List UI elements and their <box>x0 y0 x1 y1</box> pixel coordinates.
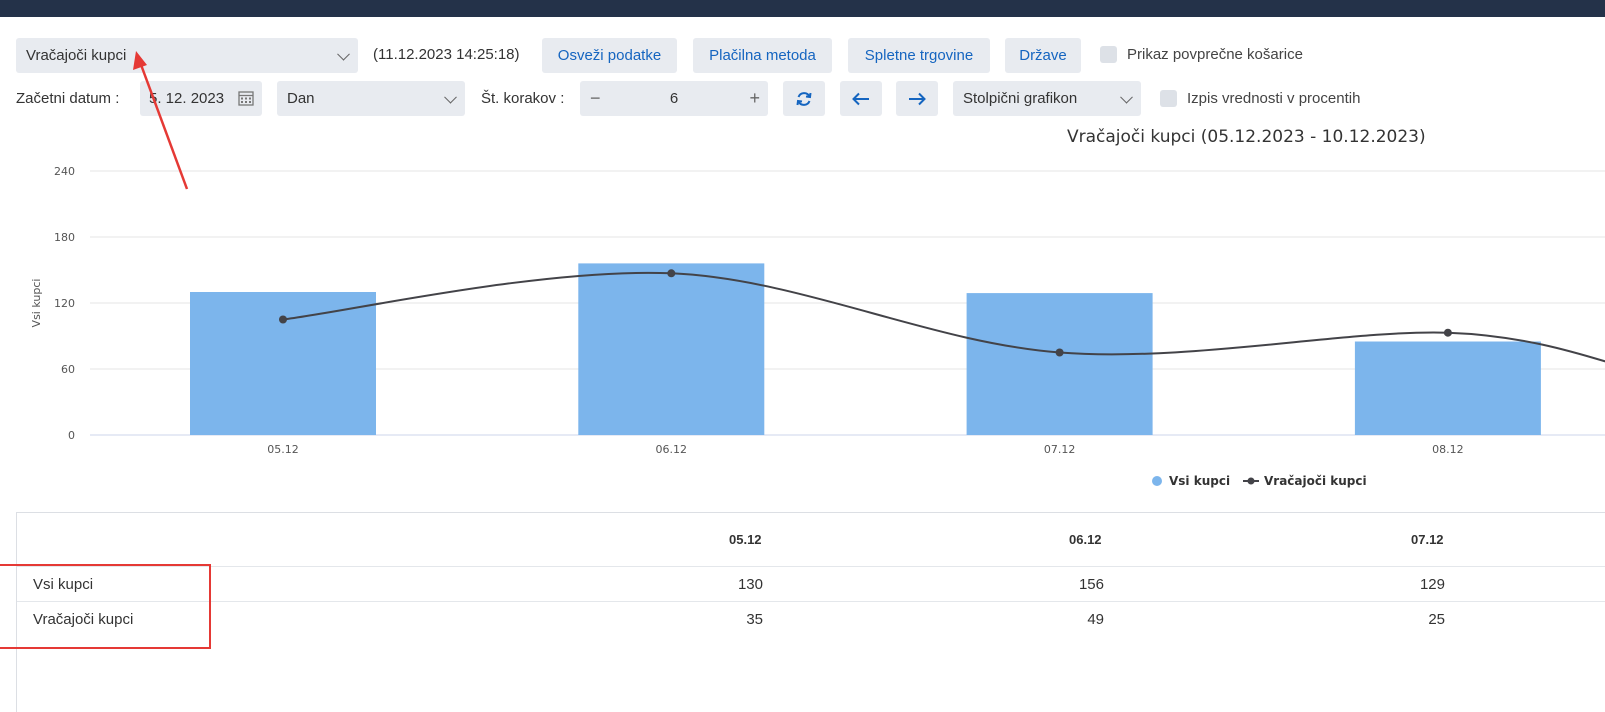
x-tick-label: 06.12 <box>656 443 688 456</box>
arrow-left-icon <box>852 92 869 105</box>
percent-values-label: Izpis vrednosti v procentih <box>1187 90 1361 107</box>
y-tick-label: 240 <box>54 165 75 178</box>
plus-icon[interactable]: + <box>749 88 760 108</box>
avg-basket-label: Prikaz povprečne košarice <box>1127 46 1303 63</box>
previous-period-button[interactable] <box>840 81 882 116</box>
payment-method-button[interactable]: Plačilna metoda <box>693 38 832 73</box>
bar[interactable] <box>1354 341 1541 436</box>
series-line <box>282 271 1605 363</box>
avg-basket-checkbox[interactable]: Prikaz povprečne košarice <box>1100 46 1303 63</box>
refresh-icon <box>796 91 812 106</box>
table-header: 05.12 <box>729 532 762 547</box>
steps-label: Št. korakov : <box>481 90 565 107</box>
report-select-value: Vračajoči kupci <box>26 47 127 64</box>
y-tick-label: 60 <box>61 363 75 376</box>
legend-bar-marker <box>1152 476 1162 486</box>
steps-stepper[interactable]: − 6 + <box>580 81 768 116</box>
row-divider <box>17 566 1605 567</box>
table-cell: 49 <box>1087 611 1104 628</box>
table-cell: 156 <box>1078 576 1104 593</box>
chart-type-select[interactable]: Stolpični grafikon <box>953 81 1141 116</box>
bar-line-chart: 0 60 120 180 240 05.12 06.12 07.12 08.12 Vsi kup… <box>30 165 1605 488</box>
table-row-label: Vračajoči kupci <box>33 611 134 628</box>
y-tick-label: 0 <box>68 429 75 442</box>
line-point[interactable] <box>279 315 287 324</box>
next-period-button[interactable] <box>896 81 938 116</box>
table-cell: 130 <box>737 576 763 593</box>
percent-values-checkbox[interactable]: Izpis vrednosti v procentih <box>1160 90 1360 107</box>
bar[interactable] <box>190 292 376 435</box>
line-point[interactable] <box>1055 348 1064 357</box>
reload-button[interactable] <box>783 81 825 116</box>
top-nav-bar <box>0 0 1605 17</box>
line-point[interactable] <box>667 269 676 278</box>
minus-icon[interactable]: − <box>590 88 601 108</box>
legend-item[interactable]: Vračajoči kupci <box>1264 474 1367 488</box>
table-cell: 35 <box>746 611 763 628</box>
steps-value[interactable]: 6 <box>669 90 679 107</box>
bar[interactable] <box>966 293 1153 435</box>
y-axis-label: Vsi kupci <box>30 279 43 328</box>
row-divider <box>17 601 1605 602</box>
chart-title: Vračajoči kupci (05.12.2023 - 10.12.2023… <box>1067 127 1426 147</box>
start-date-label: Začetni datum : <box>16 90 120 107</box>
table-header: 06.12 <box>1069 532 1102 547</box>
web-shops-button[interactable]: Spletne trgovine <box>848 38 990 73</box>
x-tick-label: 08.12 <box>1432 443 1464 456</box>
table-cell: 129 <box>1419 576 1445 593</box>
legend-item[interactable]: Vsi kupci <box>1169 474 1230 488</box>
chart-legend: Vsi kupci Vračajoči kupci <box>1152 474 1367 488</box>
data-table <box>16 512 1605 712</box>
calendar-icon[interactable] <box>238 90 254 106</box>
x-tick-label: 05.12 <box>267 443 299 456</box>
y-tick-label: 120 <box>54 297 75 310</box>
period-select-value: Dan <box>287 90 315 107</box>
table-header: 07.12 <box>1411 532 1444 547</box>
countries-button[interactable]: Države <box>1005 38 1081 73</box>
checkbox-box[interactable] <box>1160 90 1177 107</box>
refresh-data-button[interactable]: Osveži podatke <box>542 38 677 73</box>
table-row-label: Vsi kupci <box>33 576 94 593</box>
legend-line-dot <box>1247 477 1255 485</box>
x-tick-label: 07.12 <box>1044 443 1076 456</box>
period-select[interactable]: Dan <box>277 81 465 116</box>
report-select[interactable]: Vračajoči kupci <box>16 38 358 73</box>
table-cell: 25 <box>1428 611 1445 628</box>
last-update-timestamp: (11.12.2023 14:25:18) <box>373 46 520 63</box>
y-tick-label: 180 <box>54 231 75 244</box>
arrow-right-icon <box>909 92 926 105</box>
bar[interactable] <box>578 263 765 435</box>
highlight-box-annotation <box>0 564 211 649</box>
line-point[interactable] <box>1443 328 1452 337</box>
chart-type-value: Stolpični grafikon <box>963 90 1078 107</box>
checkbox-box[interactable] <box>1100 46 1117 63</box>
